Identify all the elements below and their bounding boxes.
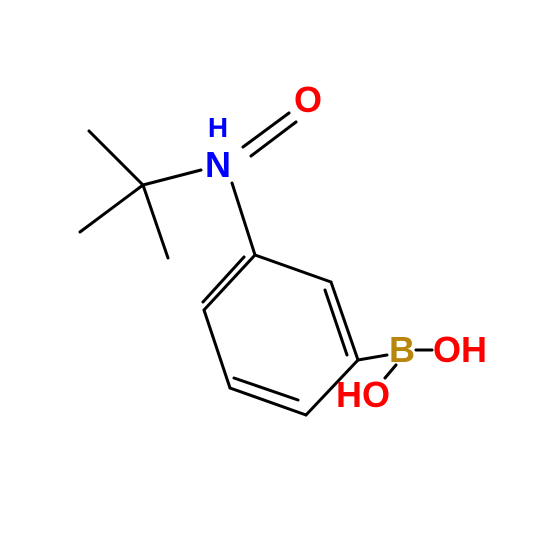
bond [232,183,255,255]
bond [243,113,289,147]
atom-OH_right: OH [433,329,487,371]
atom-N: N [205,144,231,186]
bond [358,355,387,360]
bond [251,122,296,156]
bond [203,257,244,302]
atom-H: H [208,112,228,144]
atom-OH_bottom: HO [336,374,390,416]
bond [143,185,168,258]
bond [89,131,143,185]
atom-B: B [389,329,415,371]
bond [80,185,143,232]
bond [255,255,331,282]
bond [204,255,255,310]
bond [143,170,201,185]
bond [204,310,230,388]
molecule-canvas [0,0,533,533]
bond [230,388,306,415]
bond [234,378,298,400]
atom-O_top: O [294,79,322,121]
